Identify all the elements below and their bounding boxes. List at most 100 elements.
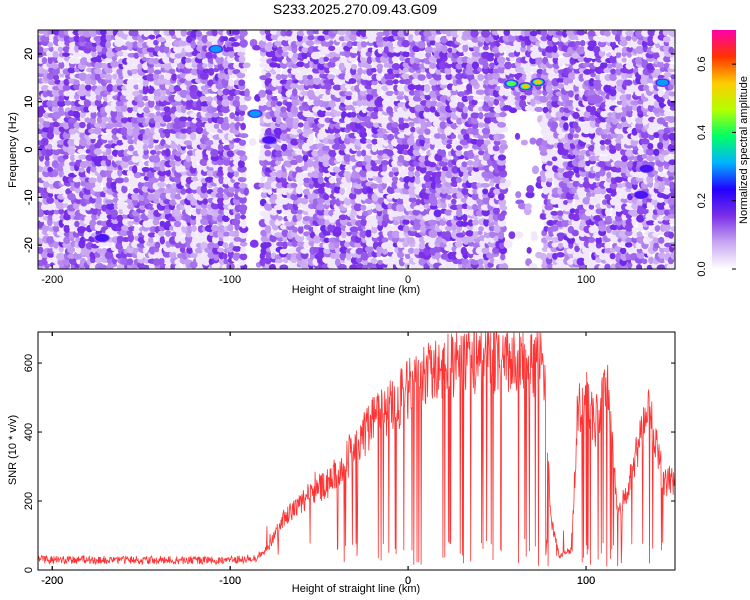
spectrogram-cell bbox=[381, 242, 389, 250]
spectrogram-cell bbox=[641, 258, 648, 265]
spectrogram-cell bbox=[131, 165, 138, 174]
spectrogram-cell bbox=[85, 89, 92, 97]
spectrogram-cell bbox=[576, 187, 586, 196]
spectrogram-cell bbox=[222, 94, 229, 100]
spectrogram-cell bbox=[217, 89, 224, 96]
spectrogram-cell bbox=[240, 220, 247, 229]
spectrogram-cell bbox=[323, 247, 332, 254]
spectrogram-cell bbox=[56, 118, 66, 124]
spectrogram-cell bbox=[276, 101, 283, 107]
spectrogram-cell bbox=[588, 226, 596, 234]
spectrogram-cell bbox=[217, 247, 224, 253]
spectrogram-cell bbox=[104, 73, 113, 81]
spectrogram-cell bbox=[42, 215, 49, 221]
spectrogram-cell bbox=[276, 46, 284, 55]
spectrogram-cell bbox=[243, 187, 250, 196]
spectrogram-cell bbox=[658, 236, 665, 244]
spectrogram-cell bbox=[433, 73, 442, 81]
spectrogram-cell bbox=[185, 154, 192, 163]
spectrogram-cell bbox=[339, 163, 347, 172]
spectrogram-cell bbox=[488, 96, 495, 102]
spectrogram-cell bbox=[417, 51, 426, 60]
spectrogram-cell bbox=[238, 183, 248, 189]
spectrogram-cell bbox=[461, 161, 468, 168]
spectrogram-cell bbox=[127, 220, 134, 227]
spectrogram-cell bbox=[79, 52, 87, 58]
spectrogram-cell bbox=[397, 133, 406, 139]
spectrogram-cell bbox=[217, 240, 224, 247]
spectrogram-cell bbox=[377, 110, 384, 119]
spectrogram-cell bbox=[281, 170, 288, 179]
spectrogram-cell bbox=[206, 34, 214, 42]
spectrogram-cell bbox=[297, 225, 304, 234]
spectrogram-cell bbox=[79, 208, 87, 215]
spectrogram-cell bbox=[357, 67, 363, 76]
spectrogram-cell bbox=[385, 79, 394, 86]
spectrogram-cell bbox=[376, 31, 385, 37]
spectrogram-cell bbox=[178, 116, 188, 122]
spectrogram-cell bbox=[120, 193, 129, 202]
spectrogram-cell bbox=[110, 230, 119, 236]
spectrogram-cell bbox=[375, 83, 383, 91]
spectrogram-cell bbox=[228, 79, 234, 87]
spectrogram-cell bbox=[159, 235, 166, 245]
spectrogram-cell bbox=[338, 193, 347, 202]
spectrogram-cell bbox=[62, 46, 71, 53]
spectrogram-cell bbox=[301, 142, 310, 152]
spectrogram-cell bbox=[162, 128, 172, 134]
spectrogram-cell bbox=[280, 106, 287, 113]
spectrogram-cell bbox=[62, 175, 71, 184]
spectrogram-cell bbox=[101, 116, 109, 123]
spectrogram-cell bbox=[360, 41, 368, 48]
spectrogram-cell bbox=[362, 264, 369, 269]
spectrogram-cell bbox=[313, 76, 321, 86]
spectrogram-cell bbox=[275, 198, 282, 205]
spectrogram-cell bbox=[429, 62, 437, 70]
spectrogram-cell bbox=[296, 128, 303, 134]
spectrogram-cell bbox=[210, 143, 221, 149]
spectrogram-cell bbox=[264, 30, 271, 36]
spectrogram-cell bbox=[312, 106, 320, 113]
spectrogram-cell bbox=[42, 120, 51, 128]
spectrogram-cell bbox=[472, 225, 478, 232]
spectrogram-cell bbox=[148, 112, 156, 119]
spectrogram-cell bbox=[348, 192, 357, 200]
spectrogram-cell bbox=[165, 169, 171, 177]
spectrogram-cell bbox=[194, 148, 203, 158]
spectrogram-cell bbox=[311, 170, 321, 179]
spectrogram-cell bbox=[417, 40, 426, 49]
spectrogram-cell bbox=[355, 247, 364, 255]
spectrogram-cell bbox=[487, 52, 495, 58]
spectrogram-cell bbox=[270, 33, 279, 41]
spectrogram-cell bbox=[393, 84, 399, 92]
spectrogram-cell bbox=[334, 225, 342, 233]
spectrogram-cell bbox=[563, 122, 569, 131]
spectrogram-cell bbox=[382, 40, 388, 47]
spectrogram-cell bbox=[478, 112, 484, 120]
spectrogram-cell bbox=[211, 106, 218, 113]
spectrogram-cell bbox=[274, 220, 282, 226]
spectrogram-cell bbox=[344, 164, 354, 171]
spectrogram-cell bbox=[274, 67, 282, 73]
spectrogram-cell bbox=[67, 192, 76, 201]
spectrogram-cell bbox=[302, 153, 309, 162]
spectrogram-cell bbox=[122, 50, 130, 58]
spectrogram-cell bbox=[239, 133, 249, 139]
spectrogram-cell bbox=[530, 46, 540, 52]
spectrogram-cell bbox=[303, 58, 309, 64]
spectrogram-cell bbox=[229, 112, 236, 119]
spectrogram-cell bbox=[131, 193, 140, 201]
spectrogram-cell bbox=[269, 218, 278, 227]
spectrogram-cell bbox=[414, 176, 421, 185]
spectrogram-cell bbox=[333, 96, 343, 102]
spectrogram-cell bbox=[327, 138, 335, 145]
spectrogram-cell bbox=[371, 143, 378, 153]
spectrogram-cell bbox=[179, 236, 187, 244]
spectrogram-cell bbox=[478, 226, 485, 232]
spectrogram-cell bbox=[148, 34, 156, 40]
spectrogram-cell bbox=[132, 63, 139, 70]
spectrogram-cell bbox=[343, 153, 352, 162]
spectrogram-cell bbox=[233, 230, 240, 238]
spectrogram-cell bbox=[55, 202, 65, 210]
spectrogram-cell bbox=[137, 63, 144, 70]
